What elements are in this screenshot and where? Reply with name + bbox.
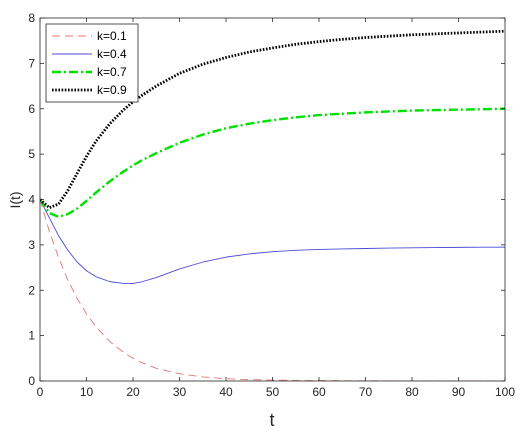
x-tick-label: 20 (126, 385, 140, 399)
x-tick-label: 70 (359, 385, 373, 399)
y-tick-label: 5 (28, 147, 35, 161)
plot-frame (39, 17, 506, 382)
y-tick-label: 0 (28, 374, 35, 388)
series-line-4 (40, 29, 505, 210)
legend-label-4: k=0.9 (97, 83, 127, 97)
legend-label-1: k=0.1 (97, 29, 127, 43)
legend: k=0.1 k=0.4 k=0.7 k=0.9 (45, 23, 139, 103)
y-tick-label: 4 (28, 193, 35, 207)
x-tick-label: 40 (219, 385, 233, 399)
x-tick-label: 60 (312, 385, 326, 399)
series-line-1 (40, 199, 505, 381)
legend-label-3: k=0.7 (97, 65, 127, 79)
y-tick-label: 8 (28, 11, 35, 25)
series-line-2 (40, 199, 505, 284)
x-tick-label: 30 (173, 385, 187, 399)
legend-label-2: k=0.4 (97, 47, 127, 61)
x-tick-label: 90 (452, 385, 466, 399)
series-line-3 (40, 107, 505, 218)
x-tick-label: 50 (266, 385, 280, 399)
y-axis-label: I(t) (7, 191, 23, 208)
y-tick-label: 6 (28, 102, 35, 116)
y-tick-label: 1 (28, 329, 35, 343)
y-tick-label: 7 (28, 56, 35, 70)
x-tick-label: 0 (37, 385, 44, 399)
y-tick-label: 2 (28, 283, 35, 297)
x-tick-label: 100 (495, 385, 515, 399)
y-tick-label: 3 (28, 238, 35, 252)
x-tick-label: 80 (405, 385, 419, 399)
x-axis-label: t (269, 410, 274, 430)
x-tick-label: 10 (80, 385, 94, 399)
